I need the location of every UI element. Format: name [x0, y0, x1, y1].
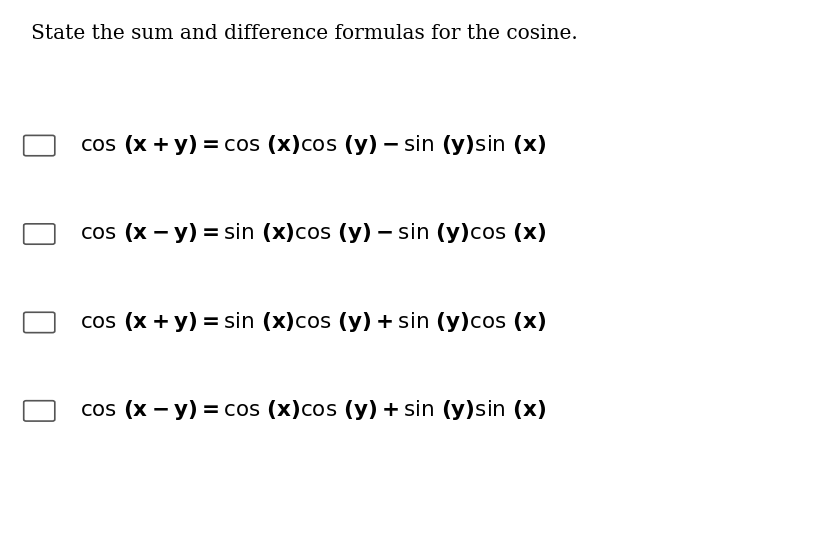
Text: $\mathbf{\cos\,(x-y) = \cos\,(x)\cos\,(y) + \sin\,(y)\sin\,(x)}$: $\mathbf{\cos\,(x-y) = \cos\,(x)\cos\,(y…: [80, 398, 546, 422]
FancyBboxPatch shape: [24, 224, 55, 244]
Text: $\mathbf{\cos\,(x+y) = \cos\,(x)\cos\,(y) - \sin\,(y)\sin\,(x)}$: $\mathbf{\cos\,(x+y) = \cos\,(x)\cos\,(y…: [80, 133, 546, 157]
Text: $\mathbf{\cos\,(x-y) = \sin\,(x)\cos\,(y) - \sin\,(y)\cos\,(x)}$: $\mathbf{\cos\,(x-y) = \sin\,(x)\cos\,(y…: [80, 221, 546, 245]
Text: $\mathbf{\cos\,(x+y) = \sin\,(x)\cos\,(y) + \sin\,(y)\cos\,(x)}$: $\mathbf{\cos\,(x+y) = \sin\,(x)\cos\,(y…: [80, 310, 546, 333]
Text: State the sum and difference formulas for the cosine.: State the sum and difference formulas fo…: [31, 24, 578, 43]
FancyBboxPatch shape: [24, 401, 55, 421]
FancyBboxPatch shape: [24, 136, 55, 156]
FancyBboxPatch shape: [24, 312, 55, 333]
